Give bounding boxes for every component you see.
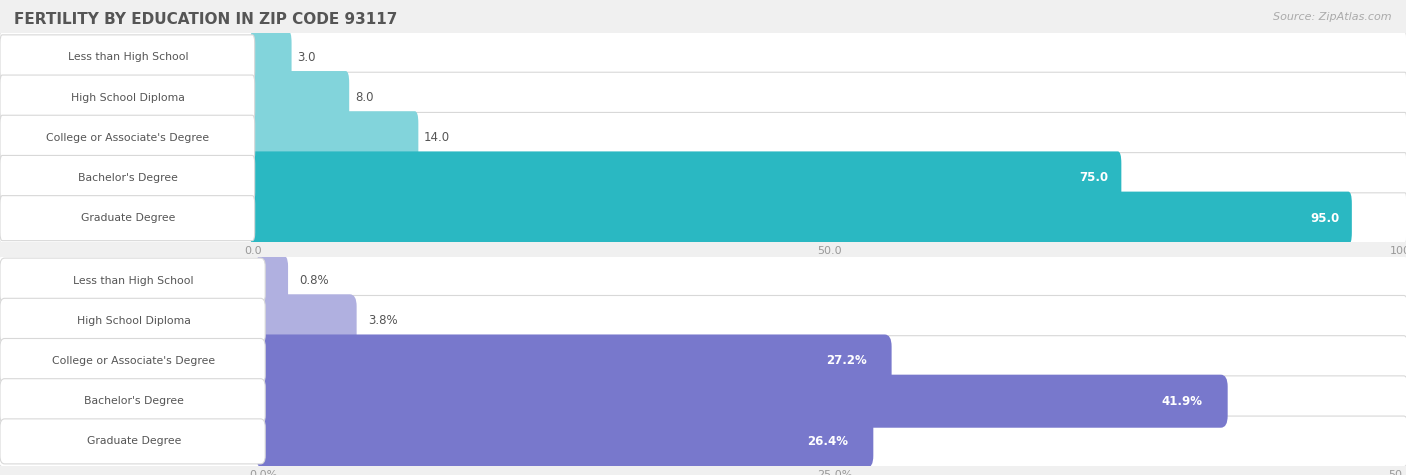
- FancyBboxPatch shape: [0, 155, 254, 200]
- FancyBboxPatch shape: [0, 113, 1406, 163]
- Text: High School Diploma: High School Diploma: [70, 93, 184, 103]
- Text: Graduate Degree: Graduate Degree: [87, 437, 181, 446]
- Text: 26.4%: 26.4%: [807, 435, 848, 448]
- Text: 14.0: 14.0: [425, 131, 450, 144]
- FancyBboxPatch shape: [250, 111, 419, 164]
- FancyBboxPatch shape: [0, 295, 1406, 346]
- FancyBboxPatch shape: [0, 152, 1406, 203]
- FancyBboxPatch shape: [0, 419, 266, 464]
- Text: 27.2%: 27.2%: [825, 354, 866, 368]
- FancyBboxPatch shape: [0, 416, 1406, 467]
- Text: FERTILITY BY EDUCATION IN ZIP CODE 93117: FERTILITY BY EDUCATION IN ZIP CODE 93117: [14, 12, 398, 27]
- Text: 8.0: 8.0: [354, 91, 374, 104]
- Text: Bachelor's Degree: Bachelor's Degree: [84, 396, 184, 406]
- Text: 75.0: 75.0: [1080, 171, 1109, 184]
- FancyBboxPatch shape: [256, 334, 891, 388]
- FancyBboxPatch shape: [0, 379, 266, 424]
- Text: 41.9%: 41.9%: [1161, 395, 1202, 408]
- FancyBboxPatch shape: [0, 75, 254, 120]
- FancyBboxPatch shape: [0, 339, 266, 383]
- FancyBboxPatch shape: [256, 294, 357, 347]
- FancyBboxPatch shape: [0, 336, 1406, 386]
- FancyBboxPatch shape: [250, 152, 1122, 204]
- FancyBboxPatch shape: [0, 298, 266, 343]
- Text: College or Associate's Degree: College or Associate's Degree: [52, 356, 215, 366]
- Text: Graduate Degree: Graduate Degree: [80, 213, 176, 223]
- FancyBboxPatch shape: [0, 193, 1406, 244]
- Text: Less than High School: Less than High School: [73, 276, 194, 285]
- FancyBboxPatch shape: [0, 72, 1406, 123]
- Text: 0.8%: 0.8%: [299, 274, 329, 287]
- Text: Bachelor's Degree: Bachelor's Degree: [77, 173, 179, 183]
- FancyBboxPatch shape: [256, 415, 873, 468]
- FancyBboxPatch shape: [0, 258, 266, 303]
- FancyBboxPatch shape: [0, 115, 254, 160]
- Text: College or Associate's Degree: College or Associate's Degree: [46, 133, 209, 143]
- Text: 95.0: 95.0: [1310, 212, 1339, 225]
- Text: 3.8%: 3.8%: [368, 314, 398, 327]
- FancyBboxPatch shape: [0, 255, 1406, 306]
- FancyBboxPatch shape: [250, 71, 349, 124]
- Text: Source: ZipAtlas.com: Source: ZipAtlas.com: [1274, 12, 1392, 22]
- FancyBboxPatch shape: [0, 196, 254, 241]
- FancyBboxPatch shape: [0, 32, 1406, 83]
- FancyBboxPatch shape: [256, 375, 1227, 428]
- FancyBboxPatch shape: [0, 376, 1406, 427]
- Text: 3.0: 3.0: [297, 51, 316, 64]
- Text: Less than High School: Less than High School: [67, 52, 188, 62]
- FancyBboxPatch shape: [256, 254, 288, 307]
- FancyBboxPatch shape: [250, 31, 291, 84]
- Text: High School Diploma: High School Diploma: [77, 316, 191, 326]
- FancyBboxPatch shape: [250, 191, 1351, 245]
- FancyBboxPatch shape: [0, 35, 254, 80]
